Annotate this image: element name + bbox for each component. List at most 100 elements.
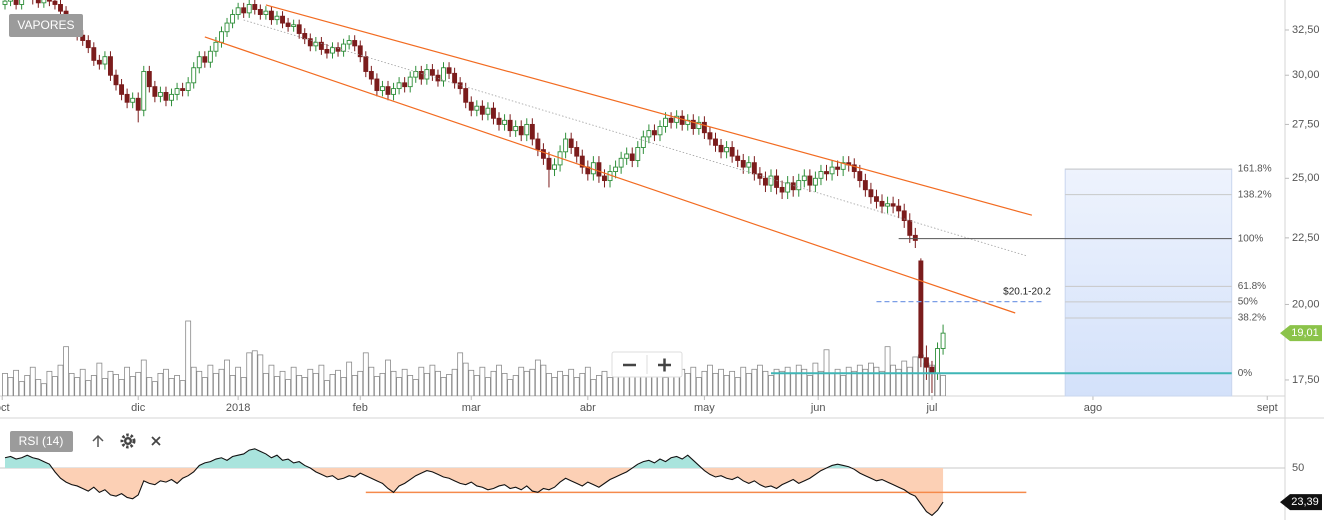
volume-bar [46,370,53,396]
y-tick-label: 30,00 [1292,69,1320,81]
volume-bar [940,375,946,396]
settings-button[interactable] [120,433,136,449]
volume-bar [196,370,203,396]
candle-body [19,0,25,5]
volume-bar [734,377,741,396]
volume-bar [190,366,197,396]
candle-body [746,162,752,168]
volume-bar [229,375,236,396]
y-tick-label: 25,00 [1292,172,1320,184]
candle-body [918,260,924,359]
candle-body [907,220,913,236]
volume-bar [501,372,508,396]
volume-bar [468,369,475,396]
volume-bar [274,376,280,396]
volume-bar [307,368,314,396]
candle-body [679,115,685,125]
volume-bar [329,374,336,396]
candle-body [335,47,341,52]
x-tick-label: ago [1084,402,1102,414]
candle-body [280,15,285,24]
candle-body [862,180,868,191]
volume-bar [2,372,8,396]
candle-body [563,138,569,153]
fib-level-label: 50% [1238,297,1258,308]
x-tick-label: jul [925,402,937,414]
candle-body [602,175,607,182]
candle-body [896,205,902,212]
candle-body [274,15,280,21]
volume-bar [429,364,436,396]
volume-bar [185,320,192,396]
volume-bar [895,368,902,396]
x-tick-label: jun [810,402,826,414]
candle-body [368,71,374,80]
candle-body [663,117,668,127]
volume-bar [224,359,230,396]
candle-body [91,47,97,61]
candle-body [651,130,657,136]
candle-body [446,67,452,74]
zoom-out-button[interactable] [613,353,646,376]
volume-bar [13,369,19,396]
volume-bar [623,375,630,396]
volume-bar [418,366,425,396]
zoom-in-button[interactable] [648,353,681,376]
candle-body [812,177,818,186]
candle-body [119,84,125,95]
volume-bar [879,370,885,396]
volume-bar [701,370,708,396]
volume-bar [335,369,341,396]
volume-bar [856,364,863,396]
volume-bar [485,377,491,396]
candle-body [518,126,524,136]
volume-bar [35,379,42,396]
volume-bar [435,370,441,396]
candle-body [912,234,918,241]
candle-body [468,101,474,111]
candle-body [357,45,363,58]
candle-body [596,162,602,177]
volume-bar [446,374,452,396]
x-tick-label: sept [1257,402,1278,414]
candle-body [191,67,197,84]
volume-bar [385,359,391,396]
candle-body [901,210,907,221]
rsi-last-label: 23,39 [1291,496,1319,508]
candle-body [552,164,557,170]
volume-bar [890,364,897,396]
candle-body [840,162,846,170]
volume-bar [368,366,375,396]
candle-body [757,173,763,179]
volume-bar [507,379,514,396]
volume-bar [762,370,769,396]
candle-body [257,9,263,15]
rsi-line [4,448,944,517]
volume-bar [534,359,541,396]
move-up-button[interactable] [92,434,104,447]
volume-bar [529,368,536,396]
candle-body [485,107,491,115]
volume-bar [235,366,242,396]
volume-bar [718,368,724,396]
candle-body [424,69,430,80]
candle-body [330,47,335,54]
candle-body [546,157,552,170]
volume-bar [662,377,669,396]
volume-bar [834,368,841,396]
candle-body [807,175,813,186]
y-tick-label: 20,00 [1292,298,1320,310]
candle-body [535,138,541,151]
volume-bar [68,372,75,396]
volume-bar [540,364,547,396]
volume-bar [90,375,97,396]
volume-bar [790,372,797,396]
rsi-title: RSI (14) [19,434,64,448]
volume-bar [7,377,14,396]
volume-bar [773,368,780,396]
volume-bar [801,368,808,396]
candle-body [479,105,485,115]
close-button[interactable] [151,436,161,446]
